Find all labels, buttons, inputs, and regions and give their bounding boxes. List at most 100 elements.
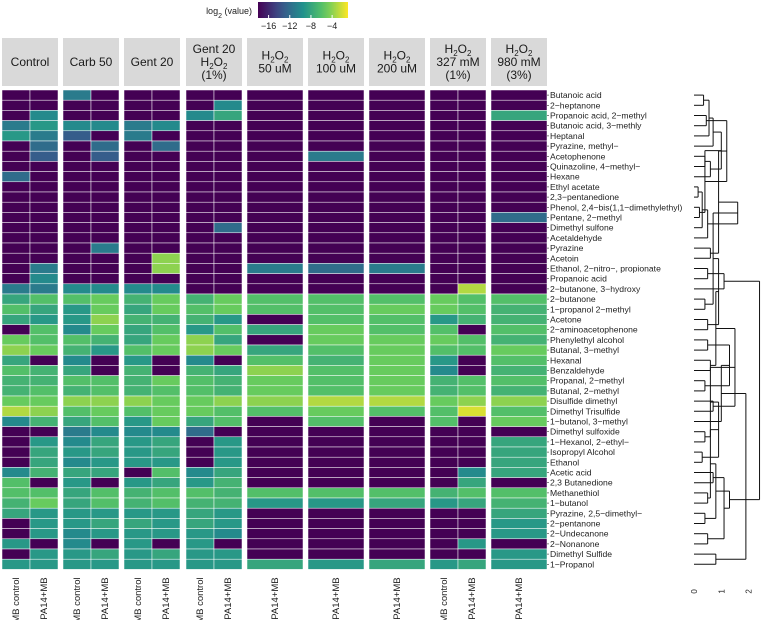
heatmap-cell [368,99,426,111]
panel-strip-label: H2O2 [323,49,350,65]
heatmap-cell [246,395,304,407]
heatmap-cell [429,507,459,519]
heatmap-cell [368,365,426,376]
heatmap-cell [246,252,304,264]
heatmap-cell [123,89,153,101]
heatmap-cell [123,487,153,499]
heatmap-cell [1,487,31,499]
heatmap-cell [429,324,459,336]
panel-strip-label: H2O2 [445,42,472,58]
heatmap-cell [368,487,426,499]
heatmap-cell [123,99,153,111]
column-label: PA14+MB [514,577,525,619]
heatmap-cell [429,405,459,417]
heatmap-cell [429,212,459,223]
heatmap-cell [307,456,365,468]
panel-strip [308,38,364,86]
heatmap-cell [90,487,120,499]
column-label: PA14+MB [39,577,50,619]
column-label: PA14+MB [161,577,172,619]
heatmap-cell [185,518,215,529]
heatmap-cell [429,334,459,346]
heatmap-cell [1,293,31,305]
heatmap-cell [1,171,31,183]
row-label: Butanal, 2−methyl [550,386,619,396]
heatmap-cell [457,507,487,519]
heatmap-cell [490,150,548,162]
heatmap-cell [1,395,31,407]
heatmap-cell [185,334,215,346]
heatmap-cell [490,263,548,274]
panel-strip-label: (1%) [445,68,470,82]
heatmap-cell [1,558,31,570]
heatmap-cell [185,130,215,142]
heatmap-cell [185,456,215,468]
heatmap-cell [429,487,459,499]
row-label: Isopropyl Alcohol [550,447,615,457]
heatmap-cell [368,252,426,264]
heatmap-cell [62,354,92,366]
heatmap-cell [368,507,426,519]
heatmap-cell [490,416,548,427]
heatmap-cell [246,99,304,111]
heatmap-cell [62,242,92,254]
heatmap-cell [307,89,365,101]
heatmap-cell [429,293,459,305]
heatmap-cell [123,456,153,468]
heatmap-cell [213,446,243,458]
heatmap-cell [62,538,92,550]
row-label: 1−Propanol [550,559,594,569]
column-label: PA14+MB [100,577,111,619]
heatmap-cell [185,201,215,213]
heatmap-cell [1,89,31,101]
heatmap-cell [90,222,120,234]
heatmap-cell [490,161,548,172]
heatmap-cell [62,385,92,397]
heatmap-cell [1,528,31,540]
heatmap-cell [62,334,92,346]
heatmap-cell [151,222,181,234]
heatmap-cell [457,385,487,397]
heatmap-cell [246,375,304,387]
heatmap-cell [490,426,548,438]
heatmap-cell [1,538,31,550]
heatmap-cell [1,314,31,325]
heatmap-cell [246,110,304,121]
heatmap-cell [429,171,459,183]
heatmap-cell [457,263,487,274]
heatmap-cell [246,497,304,509]
heatmap-cell [90,426,120,438]
heatmap-cell [185,140,215,152]
heatmap-cell [213,497,243,509]
heatmap-cell [123,201,153,213]
panel-strip [491,38,547,86]
heatmap-cell [368,395,426,407]
heatmap-cell [29,365,59,376]
heatmap-cell [368,324,426,336]
heatmap-cell [62,558,92,570]
heatmap-cell [90,140,120,152]
heatmap-cell [185,446,215,458]
heatmap-cell [307,242,365,254]
heatmap-cell [29,528,59,540]
heatmap-cell [151,538,181,550]
heatmap-cell [246,314,304,325]
heatmap-cell [213,181,243,193]
heatmap-cell [62,150,92,162]
heatmap-cell [123,232,153,244]
heatmap-cell [246,273,304,285]
heatmap-cell [62,181,92,193]
heatmap-cell [490,456,548,468]
heatmap-cell [185,344,215,356]
heatmap-cell [29,405,59,417]
heatmap-cell [368,222,426,234]
heatmap-cell [29,293,59,305]
heatmap-cell [246,324,304,336]
heatmap-cell [123,426,153,438]
heatmap-cell [213,150,243,162]
heatmap-cell [429,232,459,244]
heatmap-cells [1,89,548,570]
heatmap-cell [490,548,548,560]
heatmap-cell [429,518,459,529]
heatmap-cell [185,324,215,336]
